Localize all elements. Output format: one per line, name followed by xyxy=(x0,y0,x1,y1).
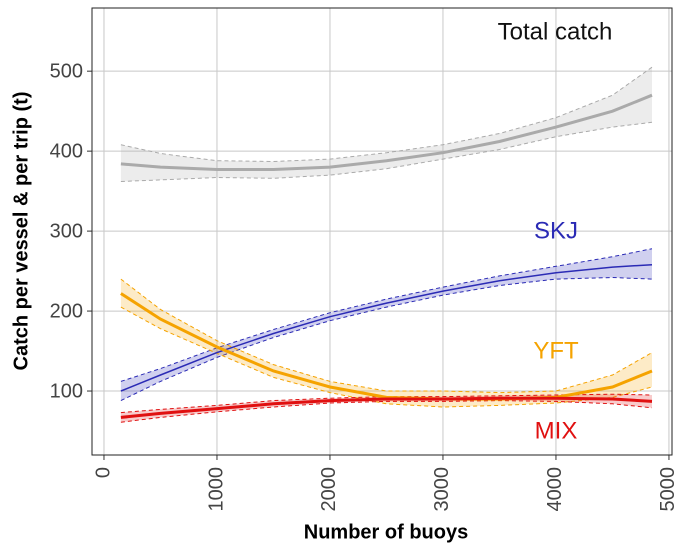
series-label: Total catch xyxy=(498,18,613,45)
x-tick-label: 0 xyxy=(92,467,114,478)
y-tick-label: 400 xyxy=(50,140,83,162)
y-tick-label: 100 xyxy=(50,380,83,402)
confidence-band xyxy=(120,67,652,182)
band-upper xyxy=(120,278,653,394)
y-tick-label: 500 xyxy=(50,60,83,82)
band-lower xyxy=(120,276,653,402)
confidence-band xyxy=(120,248,652,401)
series-label: YFT xyxy=(533,337,579,364)
line xyxy=(120,292,653,401)
series-label: MIX xyxy=(535,417,578,444)
y-axis-title: Catch per vessel & per trip (t) xyxy=(10,92,32,371)
series-label: SKJ xyxy=(534,217,578,244)
x-axis-title: Number of buoys xyxy=(304,521,468,543)
x-tick-label: 5000 xyxy=(657,467,679,512)
band-upper xyxy=(120,248,653,382)
band-lower xyxy=(120,400,653,423)
x-tick-label: 3000 xyxy=(431,467,453,512)
band-lower xyxy=(120,306,653,408)
y-tick-label: 300 xyxy=(50,220,83,242)
band-lower xyxy=(120,121,653,182)
line xyxy=(120,263,653,392)
x-tick-label: 4000 xyxy=(544,467,566,512)
x-tick-label: 1000 xyxy=(205,467,227,512)
x-tick-label: 2000 xyxy=(318,467,340,512)
line xyxy=(120,93,653,171)
y-tick-label: 200 xyxy=(50,300,83,322)
band-upper xyxy=(120,66,653,163)
line xyxy=(120,396,653,419)
panel-border xyxy=(91,7,673,456)
